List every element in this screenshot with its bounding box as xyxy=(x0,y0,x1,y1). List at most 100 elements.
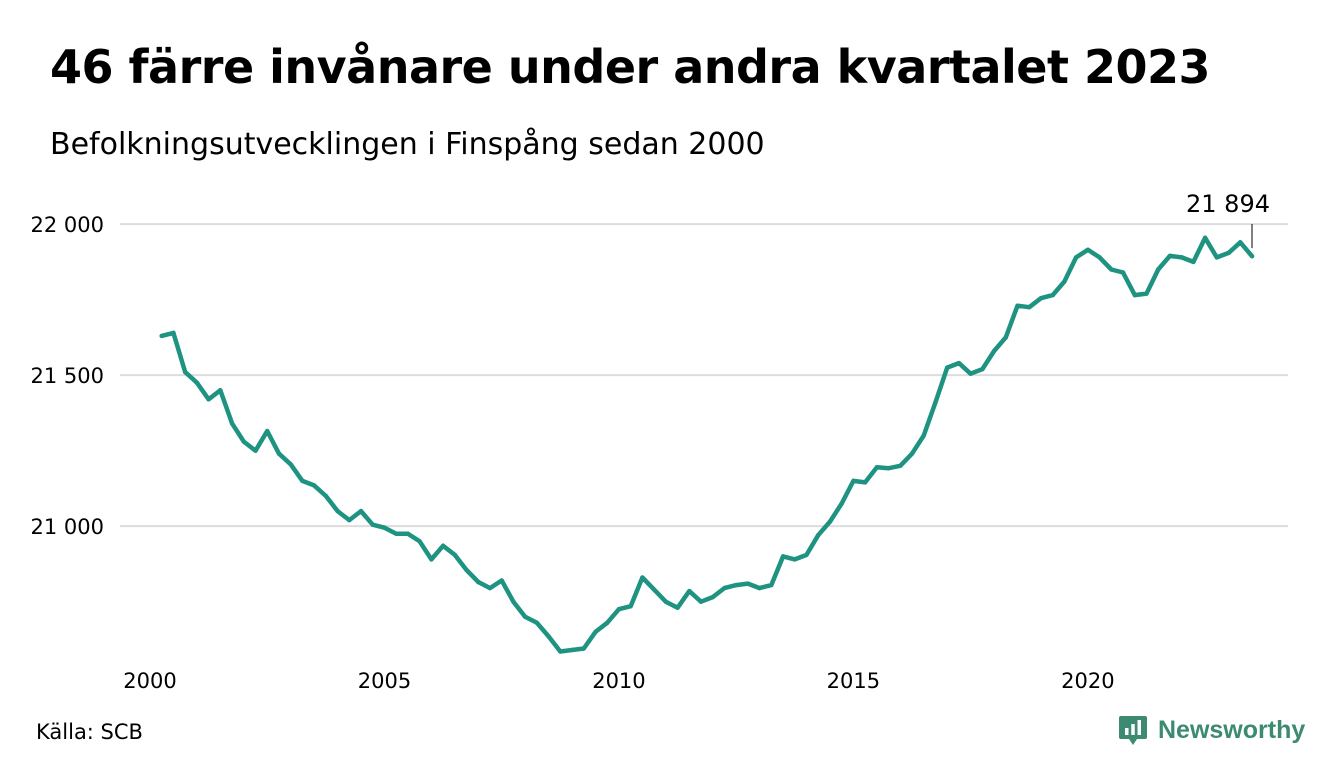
data-point xyxy=(886,465,891,471)
data-point xyxy=(792,557,797,562)
data-point xyxy=(780,554,786,559)
chart-title: 46 färre invånare under andra kvartalet … xyxy=(50,40,1211,94)
data-point xyxy=(300,478,305,484)
data-point xyxy=(804,552,809,558)
data-point xyxy=(733,582,739,588)
data-point xyxy=(628,604,633,609)
data-point xyxy=(1097,255,1102,260)
data-point xyxy=(909,451,915,456)
data-point xyxy=(382,525,387,530)
data-point xyxy=(1202,235,1208,240)
data-point xyxy=(229,421,235,426)
data-point xyxy=(265,428,270,434)
data-point xyxy=(335,508,340,514)
data-point xyxy=(159,333,164,339)
data-point xyxy=(522,614,528,619)
x-tick-label: 2010 xyxy=(592,669,645,693)
data-point xyxy=(417,539,422,544)
chart-subtitle: Befolkningsutvecklingen i Finspång sedan… xyxy=(50,127,765,162)
data-point xyxy=(1238,240,1243,245)
data-point xyxy=(1050,292,1055,298)
data-point xyxy=(405,531,411,536)
data-point xyxy=(182,369,188,375)
data-point xyxy=(511,599,516,604)
data-point xyxy=(874,465,880,470)
data-point xyxy=(429,557,434,562)
data-point xyxy=(839,501,844,506)
data-point xyxy=(1167,253,1173,259)
data-point xyxy=(218,388,223,393)
data-point xyxy=(816,533,821,538)
data-point xyxy=(1214,255,1220,260)
data-point xyxy=(605,620,610,626)
data-point xyxy=(921,433,926,438)
data-point xyxy=(171,330,176,336)
newsworthy-logo-icon xyxy=(1119,716,1147,745)
data-point xyxy=(1226,250,1231,256)
data-point xyxy=(687,588,692,594)
data-point xyxy=(991,348,997,354)
data-point xyxy=(487,585,493,591)
data-point xyxy=(1179,255,1184,260)
data-point xyxy=(1073,255,1079,260)
data-point xyxy=(1015,303,1020,308)
data-point xyxy=(698,599,704,604)
x-tick-label: 2015 xyxy=(827,669,880,693)
data-point xyxy=(464,567,469,573)
data-point xyxy=(1191,259,1196,265)
brand-logo: Newsworthy xyxy=(1118,714,1305,746)
data-point xyxy=(862,480,868,485)
data-point xyxy=(581,646,586,651)
data-point xyxy=(370,522,375,527)
data-point xyxy=(980,366,985,372)
data-point xyxy=(593,629,598,635)
data-point xyxy=(710,594,715,600)
data-point xyxy=(253,448,258,453)
data-point xyxy=(1144,291,1149,296)
data-point xyxy=(640,575,645,580)
brand-name: Newsworthy xyxy=(1158,715,1306,744)
y-tick-label: 22 000 xyxy=(31,213,104,237)
data-point xyxy=(851,478,856,484)
data-point xyxy=(323,493,329,499)
data-point xyxy=(546,634,551,639)
data-point xyxy=(651,587,657,592)
data-point xyxy=(393,531,399,536)
x-tick-label: 2020 xyxy=(1061,669,1114,693)
data-point xyxy=(194,380,200,385)
data-point xyxy=(241,439,246,444)
data-point xyxy=(347,517,352,523)
data-point xyxy=(206,397,211,402)
data-point xyxy=(675,605,680,610)
data-point xyxy=(1027,305,1032,310)
y-tick-label: 21 500 xyxy=(31,364,104,388)
data-point xyxy=(288,462,293,467)
data-point xyxy=(534,620,540,626)
data-point xyxy=(358,508,364,514)
data-point xyxy=(569,647,575,653)
data-point xyxy=(311,483,317,488)
data-point xyxy=(663,599,669,604)
data-point xyxy=(1156,267,1161,272)
data-point xyxy=(757,585,762,591)
series-line xyxy=(159,235,1255,654)
data-point xyxy=(956,360,962,366)
data-point xyxy=(827,519,833,524)
data-point xyxy=(769,582,774,588)
data-point xyxy=(1038,295,1044,301)
data-point xyxy=(558,649,563,654)
data-point xyxy=(944,365,950,370)
last-value-label: 21 894 xyxy=(1186,190,1270,218)
data-point xyxy=(1132,292,1137,298)
data-point xyxy=(1109,267,1114,272)
data-point xyxy=(1003,335,1009,340)
data-point xyxy=(898,463,903,468)
data-point xyxy=(1085,247,1091,253)
data-point xyxy=(440,543,446,549)
data-point xyxy=(1249,253,1255,259)
data-point xyxy=(745,581,751,586)
data-point xyxy=(1120,270,1126,275)
y-tick-label: 21 000 xyxy=(31,515,104,539)
data-point xyxy=(933,400,938,405)
data-point xyxy=(499,578,504,583)
